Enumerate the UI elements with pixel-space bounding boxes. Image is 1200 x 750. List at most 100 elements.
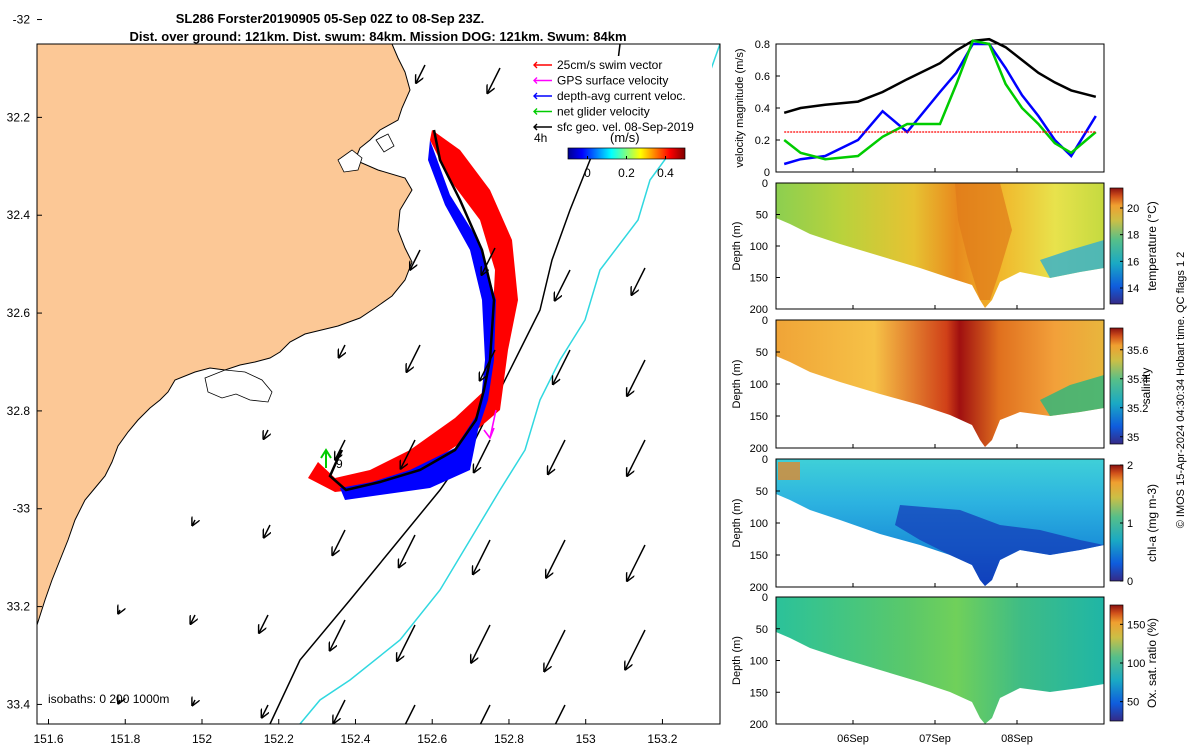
depth-tick-label: 100 (750, 379, 768, 391)
geostrophic-arrow (192, 520, 195, 525)
geostrophic-arrow (335, 439, 346, 460)
isobath-200m (269, 44, 621, 724)
velocity-ytick-label: 0.8 (755, 39, 770, 51)
geostrophic-arrow (487, 67, 501, 93)
title-line-1: SL286 Forster20190905 05-Sep 02Z to 08-S… (176, 11, 485, 26)
lat-tick-label: 32.6 (7, 306, 31, 320)
geostrophic-arrow (544, 629, 566, 671)
lon-tick-label: 151.8 (110, 732, 140, 746)
depth-tick-label: 50 (756, 347, 768, 359)
geostrophic-arrow (627, 359, 646, 396)
lon-tick-label: 152 (192, 732, 212, 746)
geostrophic-arrow (264, 524, 270, 538)
depth-tick-label: 150 (750, 411, 768, 423)
depth-tick-label: 100 (750, 241, 768, 253)
temperature-colorbar (1109, 187, 1124, 305)
geostrophic-arrow (399, 534, 416, 567)
credit-text: © IMOS 15-Apr-2024 04:30:34 Hobart time.… (1175, 252, 1187, 529)
geostrophic-arrow (548, 439, 566, 474)
colorbar-tick-label: 16 (1127, 256, 1139, 268)
colorbar-tick-label: 1 (1127, 518, 1133, 530)
colorbar-tick-label: 0.4 (657, 166, 674, 180)
lat-tick-label: 33.2 (7, 600, 31, 614)
track-point-label: 9 (336, 457, 343, 471)
velocity-panel: 0 0.2 0.4 0.6 0.8 velocity magnitude (m/s) (734, 37, 1105, 179)
geostrophic-arrow (410, 249, 421, 270)
legend-label: net glider velocity (557, 105, 650, 119)
map-frame (36, 43, 721, 725)
depth-tick-label: 0 (762, 454, 768, 466)
geostrophic-arrow (471, 624, 491, 663)
legend-label: GPS surface velocity (557, 74, 668, 88)
legend-arrowhead (533, 123, 538, 131)
geostrophic-arrow (553, 349, 571, 384)
geostrophic-arrow (632, 267, 646, 295)
legend-arrowhead (533, 77, 538, 84)
geostrophic-arrow (473, 539, 491, 574)
lake (337, 149, 363, 173)
depth-axis-label: Depth (m) (731, 499, 743, 548)
depth-tick-label: 0 (762, 315, 768, 327)
depth-tick-label: 200 (750, 443, 768, 455)
velocity-frame (775, 43, 1105, 173)
geostrophic-arrow (262, 704, 268, 718)
glider-track (308, 129, 518, 500)
lon-tick-label: 152.8 (494, 732, 524, 746)
colorbar-tick-label: 35.2 (1127, 403, 1148, 415)
salinity-colorbar (1109, 327, 1124, 445)
net-glider-velocity-arrow (320, 448, 332, 468)
depth-tick-label: 100 (750, 656, 768, 668)
depth-axis-label: Depth (m) (731, 360, 743, 409)
oxygen-field (776, 597, 1104, 724)
depth-tick-label: 150 (750, 687, 768, 699)
temperature-cold-lobe (1040, 240, 1104, 278)
temperature-field (776, 183, 1104, 308)
velocity-ytick-label: 0.2 (755, 135, 770, 147)
geostrophic-arrow (480, 349, 496, 381)
land-mass (37, 44, 413, 626)
geostrophic-arrow (332, 529, 346, 555)
colorbar-tick-label: 35.4 (1127, 374, 1148, 386)
lat-tick-label: -33 (13, 502, 31, 516)
lat-tick-label: 32.4 (7, 208, 31, 222)
lat-tick-label: 32.8 (7, 404, 31, 418)
lake (204, 369, 273, 403)
profile-panels: 0 0.2 0.4 0.6 0.8 velocity magnitude (m/s) (731, 37, 1159, 745)
depth-tick-label: 0 (762, 592, 768, 604)
depth-tick-label: 50 (756, 210, 768, 222)
legend-arrowhead (533, 108, 538, 115)
geostrophic-arrow (474, 439, 491, 472)
depth-axis-label: Depth (m) (731, 222, 743, 271)
colorbar-label: salinity (1139, 368, 1153, 405)
time-tick-label: 06Sep (837, 733, 869, 745)
velocity-series-line (783, 39, 1097, 161)
geostrophic-arrow (259, 614, 269, 633)
lon-tick-label: 153.2 (647, 732, 677, 746)
legend-arrowhead (533, 92, 538, 100)
time-tick-label: 08Sep (1001, 733, 1033, 745)
temperature-warm-core (955, 183, 1012, 300)
colorbar-tick-label: 0.2 (618, 166, 635, 180)
geostrophic-arrow (118, 700, 120, 704)
colorbar-unit: (m/s) (610, 130, 640, 145)
depth-tick-label: 50 (756, 624, 768, 636)
geostrophic-arrow (264, 429, 269, 439)
geostrophic-arrow (479, 704, 491, 724)
geostrophic-arrow (627, 544, 646, 581)
salinity-low-lobe (1040, 375, 1104, 416)
map-legend: 25cm/s swim vector GPS surface velocityde… (528, 56, 712, 180)
depth-tick-label: 50 (756, 486, 768, 498)
colorbar-tick-label: 20 (1127, 203, 1139, 215)
colorbar-tick-label: 14 (1127, 283, 1139, 295)
geostrophic-arrow (330, 619, 346, 651)
depth-tick-label: 0 (762, 178, 768, 190)
colorbar-tick-label: 35 (1127, 432, 1139, 444)
lat-tick-label: 33.4 (7, 697, 31, 711)
colorbar-label: temperature (°C) (1145, 201, 1159, 291)
geostrophic-arrow (339, 344, 345, 358)
geostrophic-arrow (397, 624, 416, 661)
geostrophic-arrow (554, 704, 566, 724)
lat-tick-label: -32 (13, 13, 31, 27)
colorbar-tick-label: 0 (1127, 576, 1133, 588)
